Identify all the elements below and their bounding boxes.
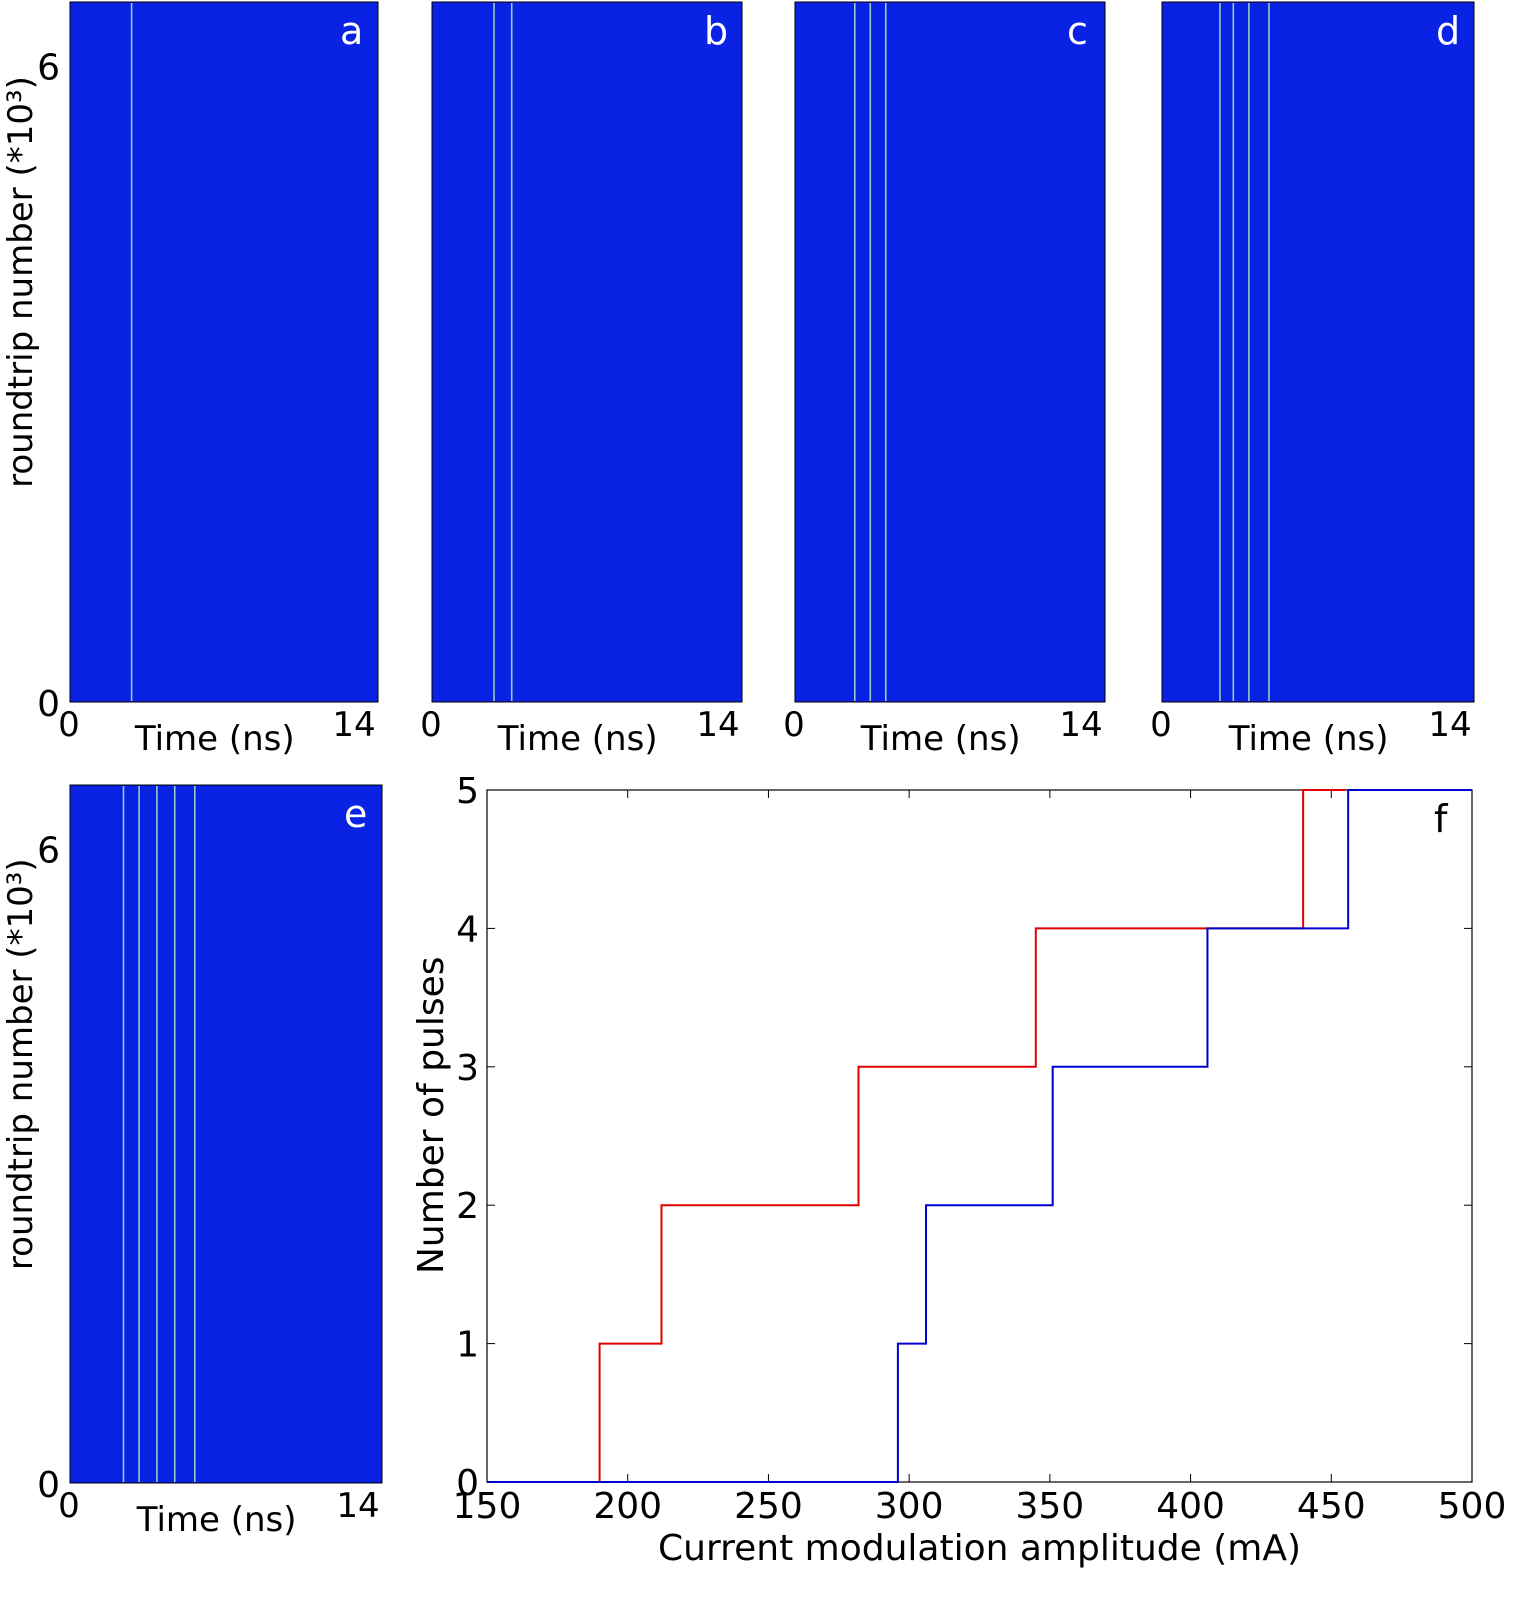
y-tick-label: 4	[456, 909, 479, 950]
panel-d: d 0 14 Time (ns)	[1150, 1, 1475, 759]
heatmap-background	[1161, 1, 1475, 703]
y-tick-label: 0	[456, 1463, 479, 1504]
heatmap-background	[69, 784, 383, 1484]
y-tick-label: 6	[37, 48, 60, 89]
panel-label: b	[704, 9, 728, 53]
x-tick-label: 400	[1156, 1486, 1225, 1527]
heatmap-background	[69, 1, 379, 703]
x-axis-label: Time (ns)	[136, 1500, 297, 1540]
x-tick-label: 300	[875, 1486, 944, 1527]
x-axis-label: Time (ns)	[497, 719, 658, 759]
plot-area	[486, 789, 1473, 1483]
panel-label: c	[1067, 9, 1088, 53]
y-axis-label: roundtrip number (*10³)	[1, 76, 41, 488]
x-tick-label: 14	[1428, 705, 1471, 745]
y-tick-label: 3	[456, 1048, 479, 1089]
x-axis-label: Current modulation amplitude (mA)	[658, 1528, 1301, 1569]
x-tick-label: 0	[58, 1486, 80, 1526]
series-line-blue	[487, 789, 1472, 1483]
heatmap-background	[794, 1, 1106, 703]
x-tick-label: 0	[783, 705, 805, 745]
x-tick-label: 450	[1297, 1486, 1366, 1527]
panel-label: f	[1434, 797, 1449, 841]
x-tick-label: 0	[1150, 705, 1172, 745]
y-axis-label: roundtrip number (*10³)	[1, 858, 41, 1270]
y-tick-label: 6	[37, 830, 60, 871]
heatmap-background	[431, 1, 743, 703]
y-axis-label: Number of pulses	[411, 956, 452, 1274]
y-tick-label: 0	[37, 684, 60, 725]
x-tick-label: 200	[593, 1486, 662, 1527]
y-tick-label: 5	[456, 771, 479, 812]
x-tick-label: 150	[453, 1486, 522, 1527]
panel-f: 150 200 250 300 350 400 450 500 0 1 2 3 4 5 f Current m…	[411, 771, 1506, 1569]
series-line-red	[487, 789, 1346, 1483]
y-tick-label: 2	[456, 1186, 479, 1227]
y-tick-label: 0	[37, 1465, 60, 1506]
x-axis-label: Time (ns)	[134, 719, 295, 759]
x-tick-label: 0	[58, 705, 80, 745]
x-tick-label: 0	[420, 705, 442, 745]
x-tick-label: 500	[1438, 1486, 1507, 1527]
x-tick-label: 14	[332, 705, 375, 745]
panel-c: c 0 14 Time (ns)	[783, 1, 1106, 759]
x-axis-label: Time (ns)	[1228, 719, 1389, 759]
x-axis-label: Time (ns)	[860, 719, 1021, 759]
panel-label: e	[344, 792, 367, 836]
y-tick-label: 1	[456, 1325, 479, 1366]
panel-label: d	[1436, 9, 1460, 53]
panel-b: b 0 14 Time (ns)	[420, 1, 743, 759]
x-tick-label: 250	[734, 1486, 803, 1527]
x-tick-label: 14	[1059, 705, 1102, 745]
x-tick-label: 14	[336, 1486, 379, 1526]
x-tick-label: 350	[1015, 1486, 1084, 1527]
x-tick-label: 14	[696, 705, 739, 745]
panel-label: a	[340, 9, 363, 53]
